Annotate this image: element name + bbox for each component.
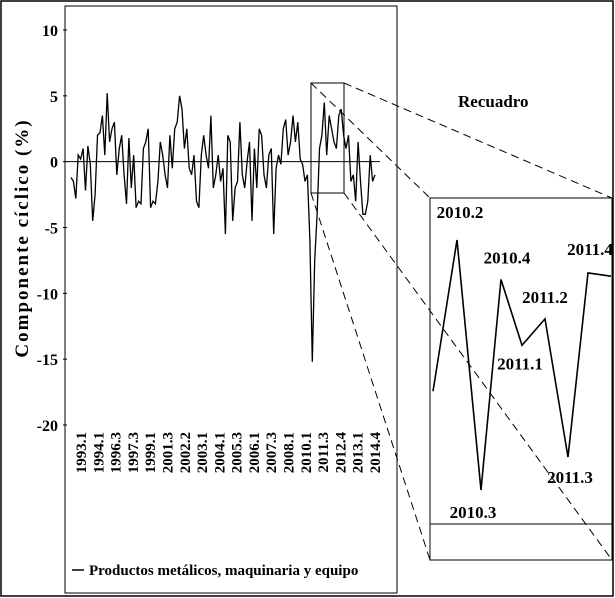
- inset-point-label: 2010.2: [437, 203, 484, 222]
- x-tick-label: 1996.3: [109, 432, 125, 473]
- y-tick-label: -20: [37, 418, 58, 435]
- inset-point-label: 2010.3: [450, 503, 497, 522]
- x-tick-label: 2002.2: [178, 432, 194, 473]
- x-tick-label: 1993.1: [74, 432, 90, 473]
- x-tick-label: 2013.1: [351, 432, 367, 473]
- x-tick-label: 1994.1: [91, 432, 107, 473]
- connector-line-2: [310, 82, 431, 199]
- y-tick-label: -10: [37, 286, 58, 303]
- y-axis: 10 5 0 -5 -10 -15 -20: [37, 23, 67, 435]
- x-tick-label: 2006.1: [247, 432, 263, 473]
- y-tick-label: 5: [50, 89, 58, 106]
- x-axis-ticks: 1993.1 1994.1 1996.3 1997.3 1999.1 2001.3 2002…: [74, 432, 384, 474]
- inset-labels: 2010.2 2010.3 2010.4 2011.1 2011.2 2011.3 2011…: [437, 203, 614, 522]
- x-tick-label: 2003.1: [195, 432, 211, 473]
- inset-frame: [429, 197, 613, 561]
- y-axis-label: Componente cíclico (%): [12, 118, 33, 357]
- x-tick-label: 2005.3: [230, 432, 246, 473]
- x-tick-label: 2007.3: [264, 432, 280, 473]
- x-tick-label: 2004.1: [212, 432, 228, 473]
- connector-line-4: [310, 192, 431, 561]
- inset-point-label: 2011.2: [522, 288, 568, 307]
- x-tick-label: 1999.1: [143, 432, 159, 473]
- y-tick-label: 10: [42, 23, 58, 40]
- legend-label: Productos metálicos, maquinaria y equipo: [89, 563, 358, 579]
- series-line-productos-metalicos: [70, 93, 376, 362]
- y-tick-label: -5: [45, 221, 58, 238]
- inset-point-label: 2011.4: [567, 240, 613, 259]
- x-tick-label: 2011.3: [316, 432, 332, 472]
- highlight-box: [310, 82, 345, 194]
- inset-point-label: 2010.4: [484, 248, 531, 267]
- inset-series-line: [432, 239, 612, 491]
- x-tick-label: 2008.1: [282, 432, 298, 473]
- inset-point-label: 2011.3: [547, 468, 593, 487]
- x-tick-label: 2014.4: [368, 432, 384, 474]
- y-tick-label: 0: [50, 155, 58, 172]
- series-points: [71, 93, 375, 362]
- inset-title: Recuadro: [458, 92, 529, 111]
- connector-line-1: [343, 82, 613, 199]
- x-tick-label: 2001.3: [161, 432, 177, 473]
- y-tick-label: -15: [37, 352, 58, 369]
- inset-point-label: 2011.1: [497, 354, 543, 373]
- x-tick-label: 1997.3: [126, 432, 142, 473]
- x-tick-label: 2012.4: [333, 432, 349, 474]
- main-plot-frame: [64, 5, 398, 594]
- x-tick-label: 2010.1: [299, 432, 315, 473]
- connector-line-3: [343, 192, 613, 561]
